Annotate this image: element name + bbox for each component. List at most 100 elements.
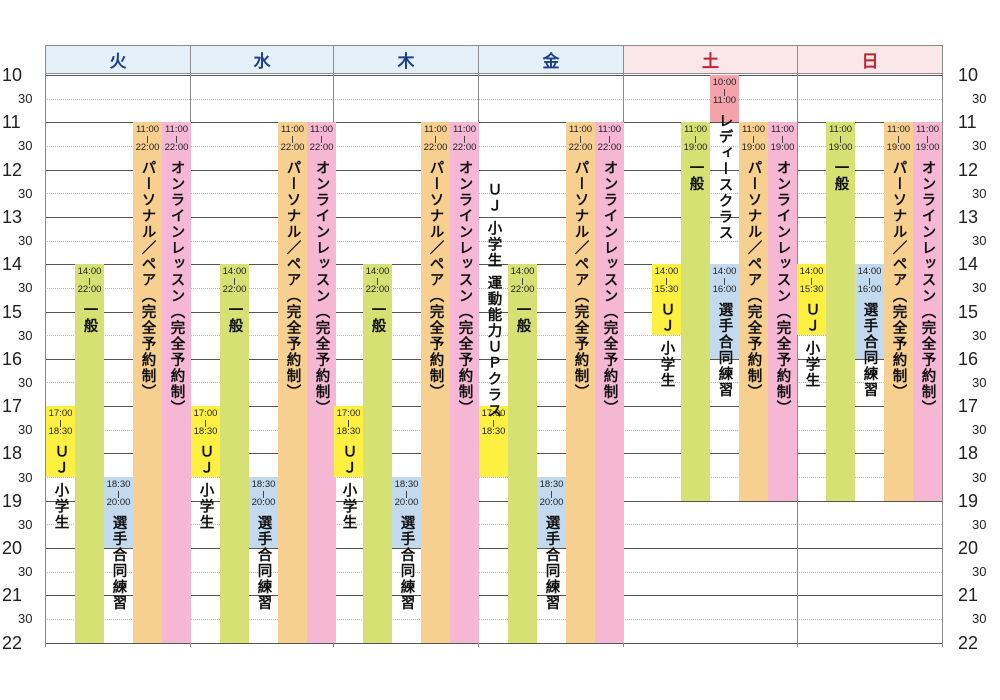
start-time: 17:00 xyxy=(193,408,218,420)
class-time: 10:00 11:00 xyxy=(710,75,739,106)
class-time: 14:00 22:00 xyxy=(508,264,537,295)
end-time: 19:00 xyxy=(683,141,708,153)
class-block-general[interactable]: 14:00 22:00 xyxy=(75,264,104,643)
class-time: 17:00 18:30 xyxy=(46,406,75,437)
start-time: 18:30 xyxy=(251,479,276,491)
end-time: 20:00 xyxy=(106,496,131,508)
class-block-general[interactable]: 14:00 22:00 xyxy=(508,264,537,643)
class-block-senshu[interactable]: 14:00 16:00 xyxy=(710,264,739,359)
class-block-general[interactable]: 14:00 22:00 xyxy=(220,264,249,643)
hour-line xyxy=(45,75,942,76)
hour-line xyxy=(45,595,942,597)
hour-line xyxy=(45,358,942,360)
time-separator xyxy=(695,135,696,143)
class-title: 選手合同練習 xyxy=(110,515,127,612)
right-time-label: 13 xyxy=(958,206,979,227)
class-block-online[interactable]: 11:00 19:00 xyxy=(913,122,942,501)
class-block-senshu[interactable]: 18:30 20:00 xyxy=(392,477,421,548)
class-block-general[interactable]: 11:00 19:00 xyxy=(826,122,855,501)
class-block-personal[interactable]: 11:00 22:00 xyxy=(278,122,307,643)
right-time-label: 17 xyxy=(958,396,979,417)
class-block-general[interactable]: 11:00 19:00 xyxy=(681,122,710,501)
class-time: 18:30 20:00 xyxy=(537,477,566,508)
half-hour-line xyxy=(45,524,942,526)
time-separator xyxy=(205,419,206,427)
right-time-label: 30 xyxy=(972,91,987,107)
start-time: 11:00 xyxy=(597,124,622,136)
end-time: 22:00 xyxy=(365,283,390,295)
half-hour-line xyxy=(45,477,942,479)
class-block-general[interactable]: 14:00 22:00 xyxy=(363,264,392,643)
time-separator xyxy=(724,88,725,96)
left-time-label: 18 xyxy=(2,443,23,464)
start-time: 11:00 xyxy=(770,124,795,136)
class-block-uj[interactable]: 14:00 15:30 xyxy=(797,264,826,336)
class-block-uj[interactable]: 17:00 18:30 xyxy=(191,406,220,478)
class-title: 選手合同練習 xyxy=(543,515,560,612)
day-header-2: 木 xyxy=(334,46,478,74)
end-time: 22:00 xyxy=(280,141,305,153)
left-time-label: 11 xyxy=(2,112,21,133)
end-time: 22:00 xyxy=(77,283,102,295)
class-block-senshu[interactable]: 18:30 20:00 xyxy=(249,477,278,548)
start-time: 11:00 xyxy=(886,124,911,136)
class-block-online[interactable]: 11:00 22:00 xyxy=(450,122,479,643)
left-time-label: 22 xyxy=(2,632,23,653)
class-block-uj[interactable]: 14:00 15:30 xyxy=(652,264,681,336)
class-block-online[interactable]: 11:00 22:00 xyxy=(595,122,624,643)
day-header-0: 火 xyxy=(46,46,190,74)
class-title: オンラインレッスン（完全予約制） xyxy=(313,160,330,417)
class-title: ＵＪ 小学生 xyxy=(52,444,69,531)
hour-line xyxy=(45,216,942,218)
day-header-1: 水 xyxy=(191,46,333,74)
right-time-label: 30 xyxy=(972,138,987,154)
end-time: 18:30 xyxy=(193,425,218,437)
right-time-label: 30 xyxy=(972,280,987,296)
left-time-label: 30 xyxy=(18,469,33,485)
class-time: 18:30 20:00 xyxy=(392,477,421,508)
class-time: 14:00 22:00 xyxy=(363,264,392,295)
class-block-online[interactable]: 11:00 19:00 xyxy=(768,122,797,501)
class-title: 一般 xyxy=(832,160,849,193)
time-separator xyxy=(811,277,812,285)
class-title: ＵＪ 小学生 xyxy=(197,444,214,531)
left-time-label: 30 xyxy=(18,91,33,107)
class-title: パーソナル／ペア（完全予約制） xyxy=(745,160,762,401)
left-time-label: 15 xyxy=(2,301,23,322)
class-block-personal[interactable]: 11:00 19:00 xyxy=(884,122,913,501)
class-block-personal[interactable]: 11:00 22:00 xyxy=(133,122,162,643)
time-separator xyxy=(176,135,177,143)
left-time-label: 30 xyxy=(18,327,33,343)
class-block-personal[interactable]: 11:00 22:00 xyxy=(566,122,595,643)
class-block-online[interactable]: 11:00 22:00 xyxy=(307,122,336,643)
end-time: 22:00 xyxy=(164,141,189,153)
class-block-online[interactable]: 11:00 22:00 xyxy=(162,122,191,643)
class-time: 17:00 18:30 xyxy=(334,406,363,437)
class-title: ＵＪ 小学生 xyxy=(658,302,675,389)
class-block-senshu[interactable]: 18:30 20:00 xyxy=(104,477,133,548)
class-block-uj[interactable]: 17:00 18:30 xyxy=(334,406,363,478)
class-block-uj[interactable]: 17:00 18:30 xyxy=(479,406,508,478)
class-time: 18:30 20:00 xyxy=(249,477,278,508)
time-separator xyxy=(869,277,870,285)
class-time: 17:00 18:30 xyxy=(479,406,508,437)
right-time-label: 30 xyxy=(972,185,987,201)
class-block-personal[interactable]: 11:00 19:00 xyxy=(739,122,768,501)
class-time: 11:00 19:00 xyxy=(739,122,768,153)
half-hour-line xyxy=(45,98,942,100)
class-block-lady[interactable]: 10:00 11:00 xyxy=(710,75,739,123)
start-time: 11:00 xyxy=(915,124,940,136)
end-time: 19:00 xyxy=(828,141,853,153)
class-title: 選手合同練習 xyxy=(255,515,272,612)
class-block-personal[interactable]: 11:00 22:00 xyxy=(421,122,450,643)
end-time: 19:00 xyxy=(886,141,911,153)
day-header-3: 金 xyxy=(479,46,623,74)
class-time: 11:00 22:00 xyxy=(162,122,191,153)
day-divider xyxy=(45,45,46,647)
class-block-uj[interactable]: 17:00 18:30 xyxy=(46,406,75,478)
class-title: ＵＪ 小学生 運動能力ＵＰクラス xyxy=(485,182,502,420)
class-block-senshu[interactable]: 18:30 20:00 xyxy=(537,477,566,548)
right-time-label: 10 xyxy=(958,65,979,85)
half-hour-line xyxy=(45,382,942,384)
class-block-senshu[interactable]: 14:00 16:00 xyxy=(855,264,884,359)
